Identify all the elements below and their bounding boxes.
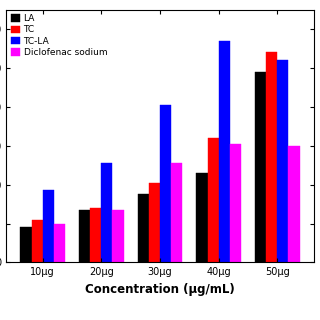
Legend: LA, TC, TC-LA, Diclofenac sodium: LA, TC, TC-LA, Diclofenac sodium <box>9 12 109 59</box>
Bar <box>79 210 90 262</box>
Bar <box>54 223 65 262</box>
Bar <box>219 41 230 262</box>
Bar <box>149 183 160 262</box>
Bar <box>160 105 171 262</box>
Bar <box>196 173 208 262</box>
Bar <box>266 52 277 262</box>
Bar <box>230 144 241 262</box>
Bar <box>112 210 124 262</box>
Bar <box>171 163 182 262</box>
Bar <box>20 228 31 262</box>
Bar <box>277 60 289 262</box>
Bar <box>90 208 101 262</box>
Bar <box>138 194 149 262</box>
Bar <box>31 220 43 262</box>
Bar <box>43 190 54 262</box>
Bar <box>101 163 112 262</box>
Bar <box>289 146 300 262</box>
Bar <box>255 72 266 262</box>
X-axis label: Concentration (μg/mL): Concentration (μg/mL) <box>85 283 235 296</box>
Bar <box>208 138 219 262</box>
